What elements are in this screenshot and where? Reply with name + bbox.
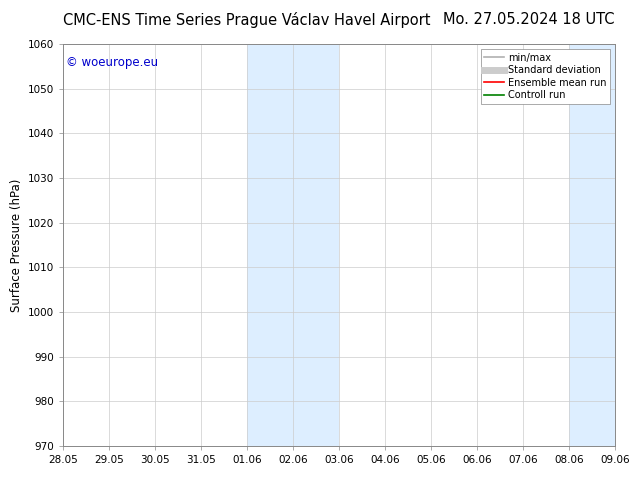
Text: CMC-ENS Time Series Prague Václav Havel Airport: CMC-ENS Time Series Prague Václav Havel … xyxy=(63,12,431,28)
Text: © woeurope.eu: © woeurope.eu xyxy=(66,56,158,69)
Y-axis label: Surface Pressure (hPa): Surface Pressure (hPa) xyxy=(10,178,23,312)
Text: Mo. 27.05.2024 18 UTC: Mo. 27.05.2024 18 UTC xyxy=(443,12,615,27)
Bar xyxy=(247,44,339,446)
Bar xyxy=(569,44,634,446)
Legend: min/max, Standard deviation, Ensemble mean run, Controll run: min/max, Standard deviation, Ensemble me… xyxy=(481,49,610,104)
